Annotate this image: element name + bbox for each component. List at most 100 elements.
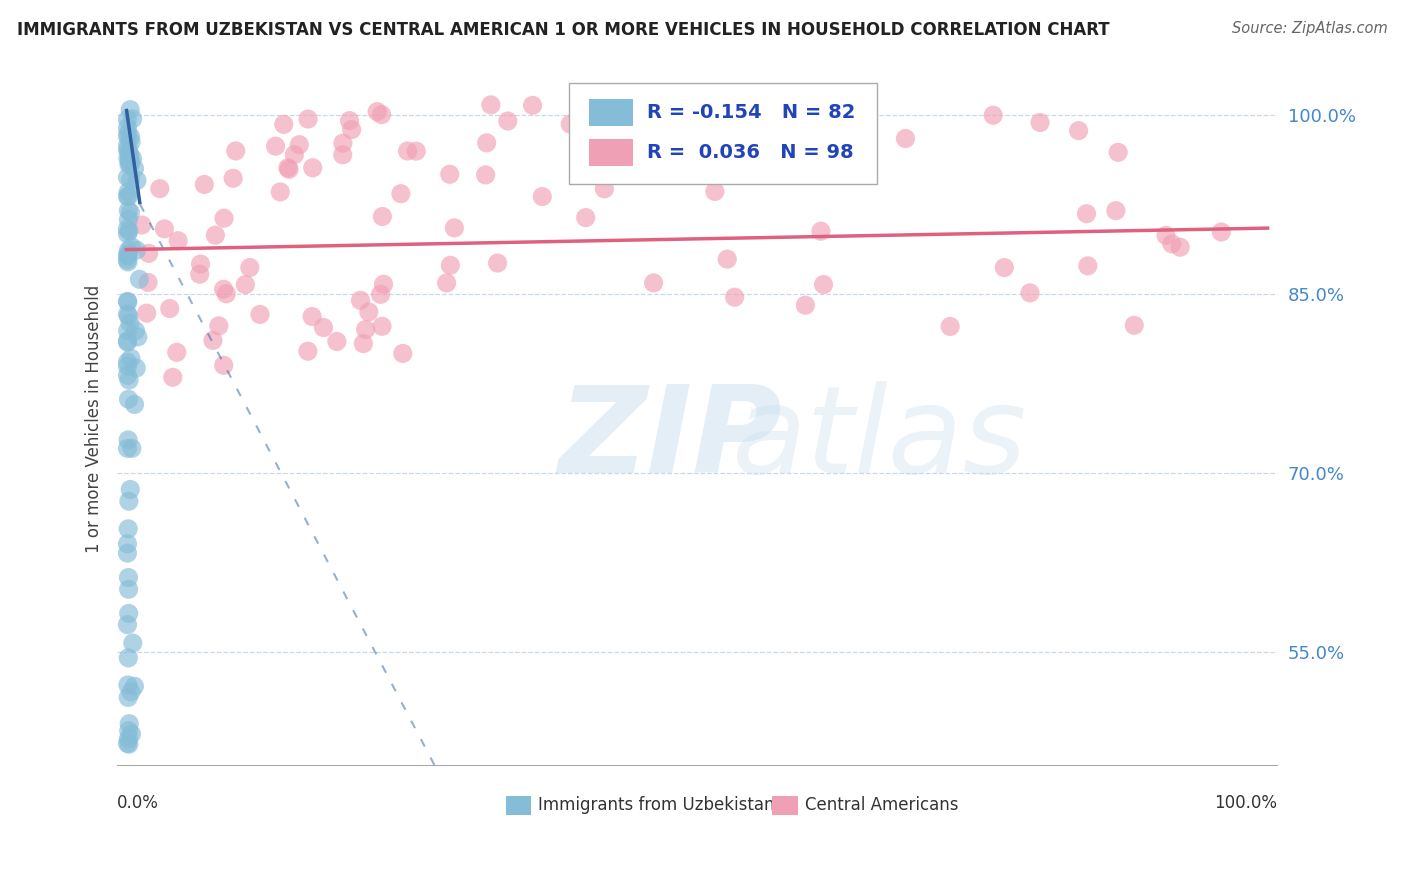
Point (118, 316, 141, 330)
Point (690, 103, 713, 118)
Point (1160, 236, 1182, 251)
Point (117, 221, 139, 235)
Point (371, 319, 394, 334)
Point (118, 716, 141, 731)
Point (1019, 285, 1042, 300)
Point (117, 736, 139, 750)
Point (273, 117, 295, 131)
Point (370, 108, 392, 122)
Point (117, 227, 139, 241)
Point (117, 307, 139, 321)
Text: R =  0.036   N = 98: R = 0.036 N = 98 (647, 143, 853, 162)
Point (117, 152, 139, 166)
Point (939, 319, 962, 334)
Point (117, 129, 139, 144)
Point (120, 130, 142, 145)
Point (149, 182, 172, 196)
Point (474, 168, 496, 182)
Point (1076, 207, 1098, 221)
Bar (589, 139, 633, 167)
Point (117, 249, 139, 263)
Point (352, 336, 374, 351)
Point (117, 309, 139, 323)
Point (117, 120, 139, 135)
Point (208, 318, 231, 333)
Point (136, 276, 159, 290)
Point (117, 537, 139, 551)
Point (981, 108, 1004, 122)
Point (894, 131, 917, 145)
Point (117, 143, 139, 157)
Text: atlas: atlas (731, 381, 1028, 499)
Point (188, 267, 211, 281)
Point (193, 178, 215, 192)
Point (118, 607, 141, 621)
Point (389, 186, 412, 201)
Point (118, 723, 141, 738)
Point (117, 203, 139, 218)
Point (117, 185, 139, 199)
Point (269, 185, 291, 199)
Point (1077, 259, 1099, 273)
Point (225, 144, 247, 158)
Text: Central Americans: Central Americans (804, 797, 959, 814)
Bar (589, 99, 633, 127)
Point (1029, 115, 1052, 129)
Point (212, 282, 235, 296)
Point (297, 112, 319, 126)
Point (354, 322, 377, 336)
Point (370, 287, 392, 301)
Point (120, 240, 142, 254)
Text: IMMIGRANTS FROM UZBEKISTAN VS CENTRAL AMERICAN 1 OR MORE VEHICLES IN HOUSEHOLD C: IMMIGRANTS FROM UZBEKISTAN VS CENTRAL AM… (17, 21, 1109, 39)
Point (215, 286, 238, 301)
Point (117, 522, 139, 536)
Point (135, 306, 157, 320)
Point (118, 737, 141, 751)
Point (340, 122, 363, 136)
Point (786, 110, 808, 124)
Point (117, 690, 139, 705)
Point (204, 228, 226, 243)
Point (117, 252, 139, 267)
Point (436, 276, 458, 290)
Point (593, 182, 616, 196)
Point (124, 324, 146, 338)
Point (117, 678, 139, 692)
Point (117, 392, 139, 407)
Point (117, 368, 139, 383)
Point (121, 442, 143, 456)
Point (373, 277, 395, 292)
Point (120, 173, 142, 187)
Text: Source: ZipAtlas.com: Source: ZipAtlas.com (1232, 21, 1388, 37)
Point (326, 334, 349, 349)
Y-axis label: 1 or more Vehicles in Household: 1 or more Vehicles in Household (86, 285, 103, 553)
Point (288, 137, 311, 152)
Point (118, 151, 141, 165)
Point (117, 433, 139, 447)
Point (121, 636, 143, 650)
Point (124, 397, 146, 411)
Point (117, 355, 139, 369)
Point (117, 127, 139, 141)
Point (118, 147, 141, 161)
Point (120, 103, 142, 117)
Point (120, 685, 142, 699)
Point (357, 305, 380, 319)
Point (120, 135, 142, 149)
Point (405, 144, 427, 158)
Point (120, 157, 142, 171)
Point (222, 171, 245, 186)
Point (716, 252, 738, 266)
Text: R = -0.154   N = 82: R = -0.154 N = 82 (647, 103, 855, 122)
Point (1105, 203, 1128, 218)
Point (127, 330, 149, 344)
Point (117, 112, 139, 127)
Point (249, 308, 271, 322)
Point (475, 136, 498, 150)
Point (166, 345, 188, 359)
Point (121, 727, 143, 741)
Point (125, 173, 148, 187)
Bar (772, 796, 797, 815)
Point (496, 114, 519, 128)
Point (117, 255, 139, 269)
